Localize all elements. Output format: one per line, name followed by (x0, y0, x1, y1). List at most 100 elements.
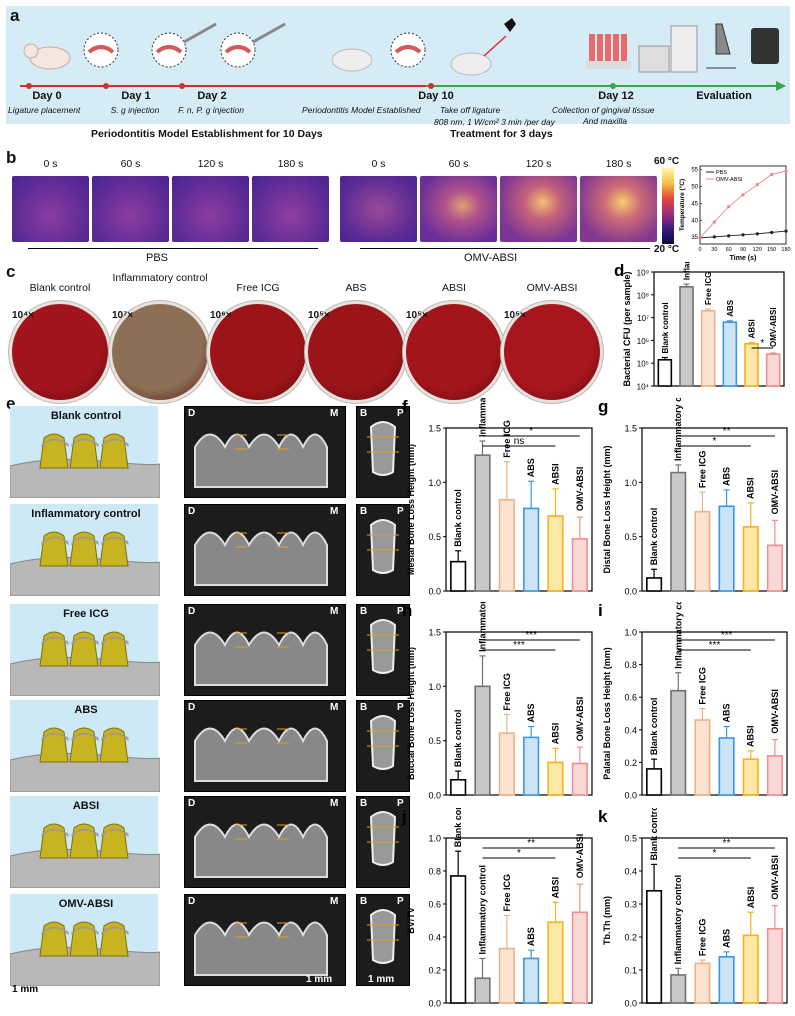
category-label: Free ICG (704, 272, 713, 305)
bar (646, 768, 663, 796)
bar (766, 755, 783, 796)
bar (547, 515, 564, 592)
direction-label-p: P (397, 506, 404, 517)
jaw-bone (10, 848, 160, 888)
tooth-root (39, 823, 69, 859)
tooth-root (39, 727, 69, 763)
timeline-day: Day 12 (598, 90, 634, 102)
category-label: Inflammatory control (478, 602, 488, 652)
chart-h: h 0.0 0.5 1.0 1.5 Buccal Bone Loss Height (mm… (402, 602, 593, 801)
category-label: OMV-ABSI (770, 470, 780, 515)
chart-d: d 10⁴ 10⁵ 10⁶ 10⁷ 10⁸ 10⁹ Bacterial CFU (per sa… (614, 262, 785, 392)
thermal-image (172, 176, 249, 242)
tooth-root (69, 433, 99, 469)
panel-letter: g (598, 398, 608, 416)
dilution-label: 10⁵× (406, 310, 428, 321)
y-tick-label: 45 (691, 201, 698, 207)
legend-label: OMV-ABSI (716, 177, 743, 183)
tooth-root (69, 631, 99, 667)
data-point (784, 229, 788, 233)
tooth-crown (101, 636, 129, 646)
category-label: Inflammatory control (673, 398, 683, 461)
microscope-icon (706, 23, 736, 69)
tooth-root (39, 433, 69, 469)
data-point (698, 236, 702, 240)
direction-label-m: M (330, 896, 339, 907)
tooth-3d-render (10, 921, 160, 986)
bar (766, 927, 783, 1004)
tooth-zoom-icon (390, 32, 426, 68)
mouse-icon (331, 48, 373, 72)
significance-label: * (713, 848, 717, 859)
scanner-icon (751, 28, 779, 64)
chart-i: i 0.0 0.2 0.4 0.6 0.8 1.0 Palatal Bone Loss Hei… (598, 602, 788, 801)
bar (523, 957, 540, 1004)
category-label: Inflammatory control (673, 875, 683, 965)
thermal-image (420, 176, 497, 242)
tooth-crown (41, 438, 69, 448)
bar (718, 956, 735, 1004)
jaw-bone (10, 752, 160, 792)
category-label: ABS (726, 299, 735, 317)
bar (450, 560, 467, 592)
y-tick-label: 0.0 (428, 999, 441, 1009)
x-axis-label: Time (s) (730, 255, 757, 262)
y-tick-label: 50 (691, 184, 698, 190)
data-point (770, 230, 774, 235)
group-underline (360, 248, 650, 249)
direction-label-d: D (188, 606, 196, 617)
timeline-desc: Collection of gingival tissue (552, 105, 655, 115)
timeline-desc: Periodontitis Model Established (302, 105, 421, 115)
plate-label: OMV-ABSI (526, 282, 578, 294)
significance-label: * (760, 338, 764, 349)
data-point (784, 169, 788, 173)
bar (571, 762, 588, 796)
direction-label-b: B (360, 606, 368, 617)
ct-sagittal-image (184, 504, 346, 596)
time-label: 0 s (371, 158, 386, 170)
data-point (712, 220, 716, 224)
ct-coronal-image (356, 796, 410, 888)
category-label: Blank control (649, 808, 659, 860)
colorbar-max: 60 °C (654, 156, 680, 167)
category-label: OMV-ABSI (575, 834, 585, 879)
bar (694, 962, 711, 1004)
panel-letter-b: b (6, 148, 17, 167)
category-label: Inflammatory control (673, 602, 683, 669)
group-label-pbs: PBS (146, 252, 169, 264)
plot-frame (653, 271, 785, 387)
tooth-3d-render (10, 433, 160, 498)
temperature-line-chart: 35 40 45 50 55 0 30 60 90 120 150 180 Time (s) Temper… (678, 165, 791, 262)
tooth-root (39, 631, 69, 667)
time-label: 120 s (525, 158, 552, 170)
plot-frame (641, 631, 788, 796)
x-tick-label: 150 (767, 247, 776, 253)
y-tick-label: 55 (691, 167, 698, 173)
x-tick-label: 30 (711, 247, 717, 253)
thermal-image (252, 176, 329, 242)
timeline-desc: And maxilla (583, 116, 627, 126)
syringe-icon (252, 22, 286, 44)
plot-frame (641, 837, 788, 1004)
category-label: ABSI (551, 463, 561, 485)
direction-label-m: M (330, 798, 339, 809)
bar (744, 343, 759, 387)
y-tick-label: 0.5 (624, 834, 637, 844)
y-axis-label: Palatal Bone Loss Height (mm) (602, 647, 612, 780)
category-label: Inflammatory control (478, 865, 488, 955)
timeline-desc: Take off ligature (440, 105, 501, 115)
ct-coronal-image (356, 604, 410, 696)
tooth-crown (101, 438, 129, 448)
category-label: Inflammatory control (478, 398, 488, 437)
laser-icon (483, 35, 507, 57)
tooth-crown (71, 636, 99, 646)
y-tick-label: 0.5 (428, 532, 441, 542)
data-point (755, 183, 759, 187)
tooth-crown (101, 828, 129, 838)
category-label: Free ICG (697, 667, 707, 705)
timeline-day: Day 2 (197, 90, 227, 102)
y-tick-label: 35 (691, 235, 698, 241)
y-tick-label: 0.6 (624, 693, 637, 703)
y-tick-label: 0.6 (428, 900, 441, 910)
chart-k: k 0.0 0.1 0.2 0.3 0.4 0.5 Tb.Th (mm) Blank contr… (598, 808, 788, 1009)
